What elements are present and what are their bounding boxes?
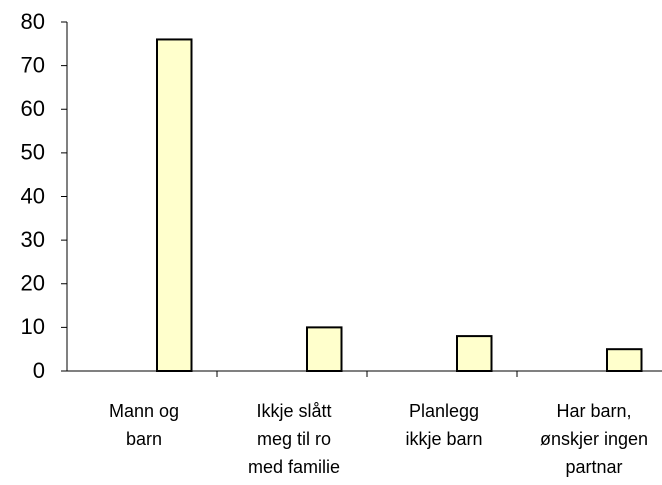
x-tick-label: Ikkje slått [256,401,331,421]
x-tick-label: Planlegg [409,401,479,421]
y-tick-label: 30 [21,227,45,252]
bar [156,38,193,372]
x-tick-label: Mann og [109,401,179,421]
x-tick-label: Har barn, [556,401,631,421]
y-tick-label: 80 [21,9,45,34]
y-tick-label: 60 [21,96,45,121]
x-tick-label: partnar [565,457,622,477]
bar [456,335,493,373]
y-tick-label: 20 [21,271,45,296]
x-tick-label: barn [126,429,162,449]
bar [606,348,643,372]
y-tick-label: 50 [21,140,45,165]
y-tick-label: 10 [21,314,45,339]
x-tick-label: ikkje barn [405,429,482,449]
y-tick-label: 70 [21,52,45,77]
x-tick-label: ønskjer ingen [540,429,648,449]
y-tick-label: 40 [21,183,45,208]
y-tick-label: 0 [33,358,45,383]
bar [306,326,343,372]
x-tick-label: med familie [248,457,340,477]
x-tick-label: meg til ro [257,429,331,449]
